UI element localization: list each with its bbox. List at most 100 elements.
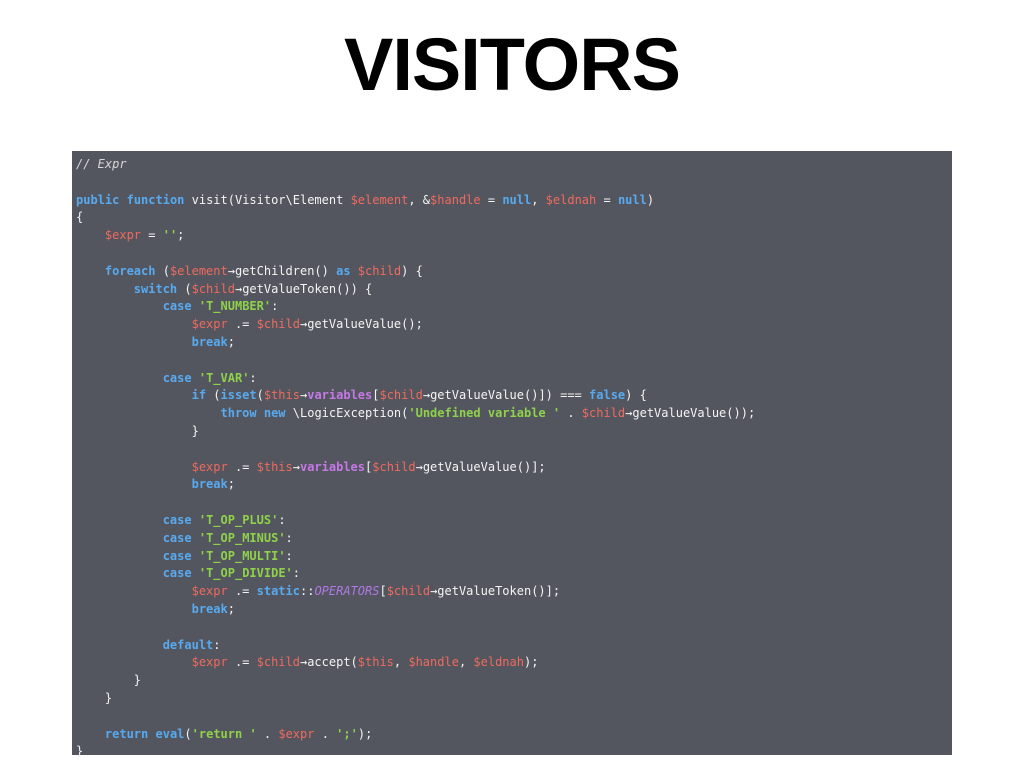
code-token	[76, 566, 163, 580]
code-token: .=	[227, 317, 257, 332]
code-token	[76, 228, 105, 242]
code-token: isset	[220, 388, 257, 403]
code-token: case	[162, 530, 192, 545]
code-token: 'return '	[191, 726, 257, 741]
code-token: $child	[256, 655, 300, 670]
code-token: .=	[227, 584, 257, 599]
code-token	[76, 317, 192, 331]
code-token: .=	[227, 655, 257, 670]
code-line	[76, 174, 952, 192]
code-token: $eldnah	[545, 192, 597, 207]
code-token: [	[365, 459, 373, 474]
code-token	[76, 371, 163, 385]
code-token: variables	[299, 459, 366, 474]
code-token: →	[299, 388, 308, 403]
code-line: foreach ($element→getChildren() as $chil…	[76, 263, 952, 281]
code-token: 'T_NUMBER'	[198, 299, 272, 314]
code-token: →getValueValue()];	[415, 459, 546, 474]
code-token: , &	[408, 192, 431, 207]
code-line: {	[76, 209, 952, 227]
code-token	[192, 566, 199, 580]
code-token: ,	[531, 192, 546, 207]
code-token	[192, 299, 199, 313]
code-token: }	[76, 423, 199, 438]
code-line: $expr = '';	[76, 227, 952, 245]
code-token: case	[162, 512, 192, 527]
code-token: :	[213, 637, 221, 652]
code-token: if	[191, 388, 207, 403]
code-line: $expr .= static::OPERATORS[$child→getVal…	[76, 583, 952, 601]
code-line: if (isset($this→variables[$child→getValu…	[76, 387, 952, 405]
code-token: $child	[357, 263, 402, 278]
code-token	[76, 531, 163, 545]
code-token	[76, 513, 163, 527]
code-token: false	[589, 388, 626, 403]
code-token	[76, 638, 163, 652]
code-token: case	[162, 566, 192, 581]
code-token: )	[646, 192, 655, 207]
code-line	[76, 352, 952, 370]
code-token: =	[141, 228, 163, 243]
slide-title: VISITORS	[343, 23, 681, 106]
code-token: OPERATORS	[314, 584, 380, 599]
code-line: break;	[76, 334, 952, 352]
code-token: ::	[299, 584, 315, 599]
code-token: break	[191, 334, 228, 349]
code-token: :	[292, 566, 300, 581]
code-token: (	[177, 281, 192, 296]
code-line: $expr .= $this→variables[$child→getValue…	[76, 459, 952, 477]
code-token: null	[502, 192, 532, 207]
code-token	[76, 477, 192, 491]
code-token: .	[560, 406, 582, 421]
code-line: return eval('return ' . $expr . ';');	[76, 726, 952, 744]
code-token: ';'	[336, 726, 358, 741]
code-token: →getValueToken()) {	[234, 281, 373, 296]
code-token: $element	[350, 192, 409, 207]
code-token: →getChildren()	[227, 263, 337, 278]
code-token: :	[285, 530, 293, 545]
code-token: }	[76, 673, 142, 688]
code-token: switch	[133, 281, 178, 296]
code-token: →getValueValue());	[625, 406, 756, 421]
code-token	[351, 264, 358, 278]
code-token: $this	[256, 459, 293, 474]
code-line	[76, 494, 952, 512]
code-token: foreach	[104, 263, 156, 278]
code-token	[76, 727, 105, 741]
code-token: (	[184, 726, 192, 741]
code-token: ,	[458, 655, 474, 670]
code-token: ;	[227, 601, 235, 616]
code-token: (	[206, 388, 221, 403]
code-token: $this	[357, 655, 394, 670]
code-line: }	[76, 423, 952, 441]
code-line: case 'T_OP_MINUS':	[76, 530, 952, 548]
code-line: public function visit(Visitor\Element $e…	[76, 192, 952, 210]
code-token: case	[162, 370, 192, 385]
code-token: →getValueValue()]) ===	[422, 388, 590, 403]
code-token	[119, 193, 126, 207]
code-line: }	[76, 743, 952, 755]
code-token: 'T_OP_MINUS'	[198, 530, 286, 545]
code-token	[192, 371, 199, 385]
code-token: :	[271, 299, 279, 314]
code-token: ;	[177, 228, 185, 243]
code-line: }	[76, 690, 952, 708]
code-line: $expr .= $child→getValueValue();	[76, 316, 952, 334]
code-token: return	[104, 726, 149, 741]
code-token	[76, 655, 192, 669]
code-token: :	[285, 548, 293, 563]
code-line	[76, 441, 952, 459]
code-line	[76, 245, 952, 263]
code-token: );	[357, 726, 373, 741]
code-token: ''	[162, 228, 178, 243]
code-token	[192, 531, 199, 545]
code-token: ,	[393, 655, 409, 670]
code-token: $child	[379, 388, 423, 403]
code-token: $child	[191, 281, 235, 296]
code-token: ) {	[625, 388, 647, 403]
code-token	[257, 406, 264, 420]
code-token	[148, 727, 155, 741]
code-token	[76, 299, 163, 313]
code-line: case 'T_OP_DIVIDE':	[76, 565, 952, 583]
code-token: 'T_VAR'	[198, 370, 250, 385]
